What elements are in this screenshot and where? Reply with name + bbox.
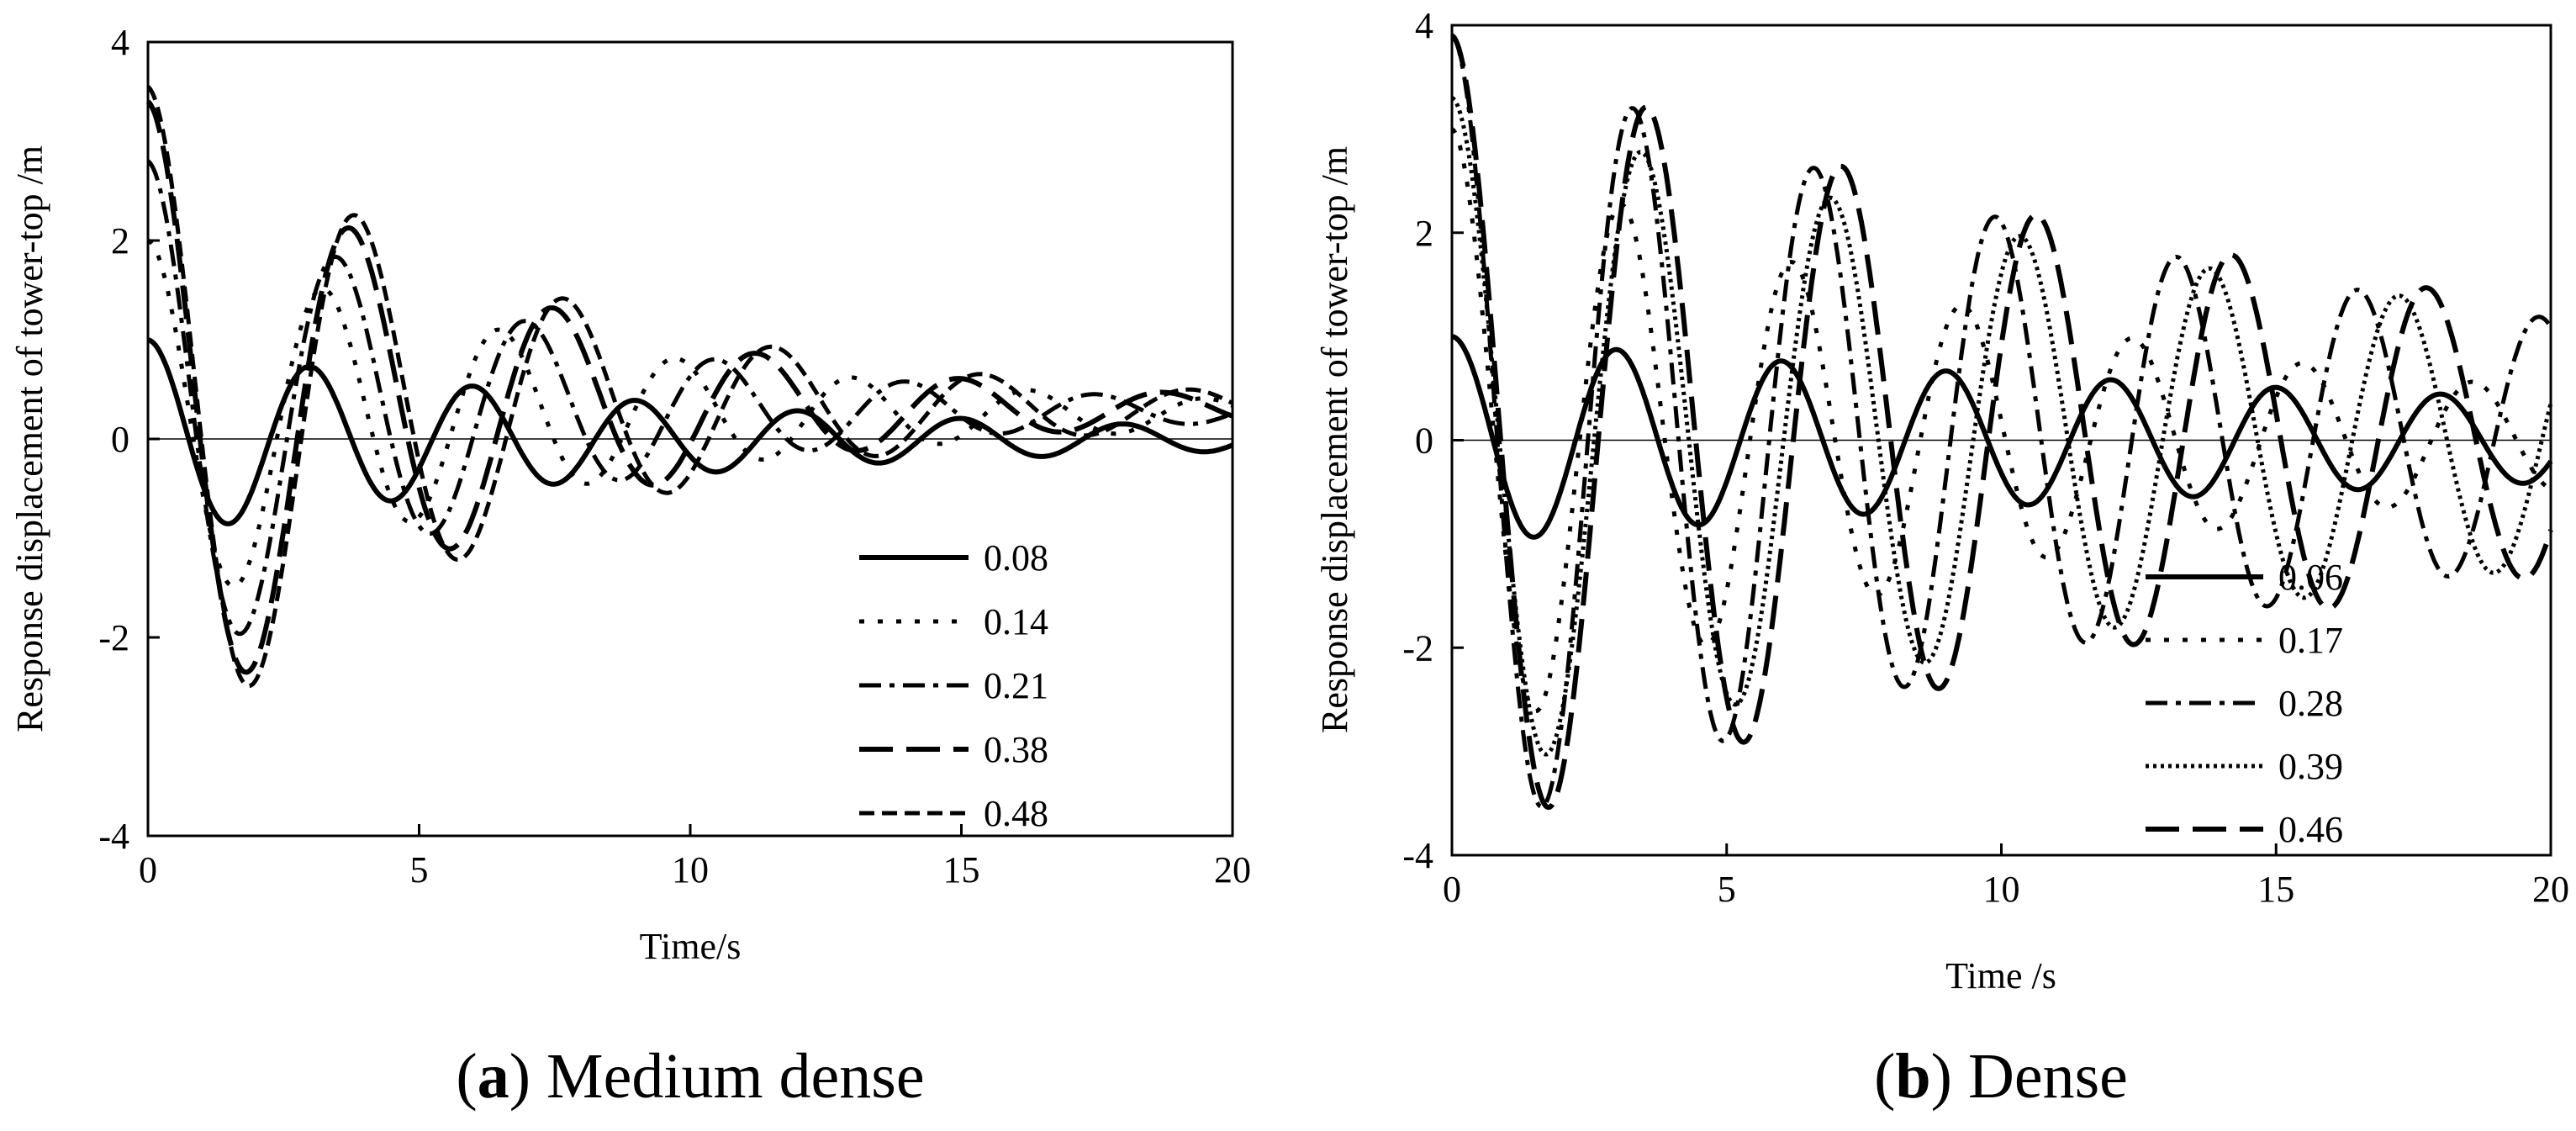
y-tick-label: -2 [1402, 627, 1433, 669]
caption-letter: b [1895, 1041, 1930, 1112]
y-tick-label: 2 [1415, 213, 1433, 254]
y-tick-label: 0 [111, 419, 129, 460]
legend-label: 0.21 [984, 665, 1048, 706]
y-tick-label: 4 [111, 22, 129, 63]
legend-label: 0.14 [984, 601, 1048, 642]
chart-medium-dense: 0 5 10 15 20 -4 -2 0 2 4 0.08 0.14 0.21 0.38 0.48 Tim… [9, 22, 1251, 1112]
axis-ticks: 0 5 10 15 20 -4 -2 0 2 4 [98, 22, 1251, 891]
x-tick-label: 10 [672, 849, 709, 891]
series-line-0.08 [146, 337, 1234, 526]
caption: (a) Medium dense [456, 1041, 924, 1112]
series-lines [145, 85, 1234, 689]
series-line-0.28 [1450, 34, 2553, 809]
legend-label: 0.38 [984, 729, 1048, 770]
x-tick-label: 20 [1214, 849, 1251, 891]
legend-label: 0.39 [2278, 746, 2343, 787]
x-axis-title: Time /s [1945, 955, 2056, 996]
y-tick-label: -2 [98, 617, 129, 658]
legend-label: 0.17 [2278, 620, 2343, 661]
x-tick-label: 0 [139, 849, 157, 891]
legend-label: 0.46 [2278, 809, 2343, 850]
series-line-0.39 [1450, 96, 2553, 757]
x-tick-label: 5 [1718, 869, 1736, 910]
x-tick-label: 15 [2257, 869, 2294, 910]
legend-label: 0.06 [2278, 557, 2343, 598]
series-line-0.38 [145, 99, 1234, 675]
series-line-0.17 [1450, 127, 2552, 714]
legend-label: 0.08 [984, 537, 1048, 579]
series-line-0.46 [1450, 33, 2553, 811]
x-tick-label: 0 [1443, 869, 1461, 910]
y-axis-title: Response displacement of tower-top /m [9, 145, 50, 732]
y-tick-label: 2 [111, 220, 129, 262]
y-tick-label: 0 [1415, 420, 1433, 462]
series-line-0.14 [146, 238, 1234, 589]
caption-text: Medium dense [531, 1041, 925, 1112]
x-tick-label: 10 [1983, 869, 2020, 910]
y-tick-label: -4 [1402, 835, 1433, 876]
axis-ticks: 0 5 10 15 20 -4 -2 0 2 4 [1402, 5, 2569, 910]
series-line-0.06 [1450, 334, 2553, 540]
x-tick-label: 5 [410, 849, 429, 891]
series-line-0.48 [146, 85, 1234, 689]
legend-label: 0.28 [2278, 683, 2343, 724]
y-axis-title: Response displacement of tower-top /m [1314, 146, 1355, 733]
caption-text: Dense [1952, 1041, 2128, 1112]
legend-label: 0.48 [984, 793, 1048, 834]
series-line-0.21 [146, 159, 1233, 637]
series-lines [1450, 33, 2553, 811]
legend: 0.06 0.17 0.28 0.39 0.46 [2146, 557, 2343, 850]
x-tick-label: 15 [943, 849, 980, 891]
caption-letter: a [478, 1041, 509, 1112]
x-axis-title: Time/s [640, 926, 742, 967]
caption: (b) Dense [1874, 1041, 2128, 1112]
x-tick-label: 20 [2532, 869, 2569, 910]
chart-dense: 0 5 10 15 20 -4 -2 0 2 4 0.06 0.17 0.28 0.39 0.46 Tim… [1314, 5, 2569, 1112]
y-tick-label: 4 [1415, 5, 1433, 46]
y-tick-label: -4 [98, 816, 129, 857]
legend: 0.08 0.14 0.21 0.38 0.48 [859, 537, 1048, 834]
